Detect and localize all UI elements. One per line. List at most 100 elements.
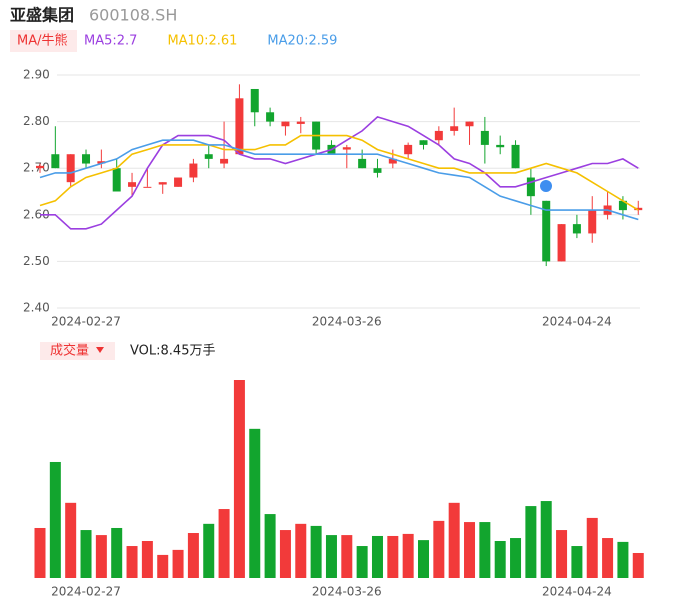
candle-body — [634, 207, 643, 211]
candle-body — [434, 130, 443, 141]
x-tick-label: 2024-04-24 — [542, 585, 612, 599]
ma-line — [40, 116, 639, 230]
volume-bar — [448, 502, 460, 578]
volume-bar — [141, 541, 153, 578]
volume-bar — [371, 535, 383, 578]
candle-body — [97, 161, 106, 164]
volume-bar — [632, 552, 644, 578]
volume-bar — [479, 522, 491, 578]
volume-bar — [494, 541, 506, 578]
volume-bar — [218, 509, 230, 578]
candle-body — [419, 140, 428, 145]
volume-bar — [325, 535, 337, 578]
candle-body — [220, 158, 229, 164]
candle-body — [588, 210, 597, 234]
candle-body — [174, 177, 183, 187]
volume-bar — [279, 530, 291, 578]
volume-bar — [310, 525, 322, 578]
volume-bar — [295, 523, 307, 578]
candle-body — [235, 98, 244, 155]
x-tick-label: 2024-02-27 — [51, 585, 121, 599]
volume-bar — [172, 549, 184, 578]
volume-bar — [464, 522, 476, 578]
candle-body — [158, 182, 167, 185]
volume-bar — [617, 541, 629, 578]
candle-body — [480, 130, 489, 145]
candle-body — [66, 154, 75, 183]
candle-body — [82, 154, 91, 164]
candle-body — [618, 200, 627, 211]
volume-bar — [387, 535, 399, 578]
candle-body — [557, 224, 566, 262]
candle-body — [143, 186, 152, 188]
candle-body — [36, 165, 44, 169]
volume-bar — [402, 533, 414, 578]
ma-line — [39, 134, 639, 211]
candle-body — [373, 168, 382, 173]
volume-bar — [418, 540, 429, 578]
volume-bar — [49, 461, 61, 578]
candle-body — [112, 168, 121, 192]
candle-body — [250, 88, 259, 113]
volume-bar — [187, 533, 199, 578]
volume-bar — [157, 554, 169, 578]
candle-body — [204, 154, 213, 159]
stock-code: 600108.SH — [89, 6, 177, 25]
candle-body — [128, 182, 137, 187]
volume-readout: VOL:8.45万手 — [130, 344, 215, 359]
volume-bar — [510, 538, 522, 578]
volume-bar — [556, 530, 568, 578]
volume-bar — [571, 546, 583, 578]
y-tick-label: 2.50 — [23, 254, 50, 268]
volume-bar — [203, 523, 215, 578]
candle-body — [296, 121, 305, 124]
candle-body — [281, 121, 290, 127]
x-tick-label: 2024-04-24 — [542, 315, 612, 329]
ma-legend: MA10:2.61 — [167, 34, 237, 49]
dropdown-arrow[interactable] — [96, 347, 104, 353]
candle-body — [572, 224, 581, 234]
ma-legend: MA5:2.7 — [84, 34, 137, 49]
volume-bar — [126, 546, 138, 578]
volume-bar — [586, 517, 598, 578]
volume-bar — [525, 506, 537, 578]
candle-body — [358, 158, 367, 169]
volume-bar — [264, 514, 276, 578]
y-tick-label: 2.40 — [23, 301, 50, 315]
event-icon — [540, 180, 552, 192]
candle-body — [542, 200, 551, 262]
candle-body — [450, 126, 459, 131]
candle-body — [526, 177, 535, 197]
candle-body — [496, 144, 505, 148]
volume-bar — [249, 428, 261, 578]
candle-body — [511, 144, 520, 169]
indicator-button-bg[interactable] — [10, 30, 77, 52]
candle-body — [404, 144, 413, 155]
ma-line — [39, 139, 639, 221]
y-tick-label: 2.80 — [23, 114, 50, 128]
volume-bar — [95, 535, 107, 578]
volume-bar — [341, 535, 353, 578]
candle-body — [189, 163, 198, 178]
volume-button[interactable]: 成交量 — [50, 343, 89, 359]
volume-bar — [433, 520, 445, 578]
volume-bar — [65, 502, 77, 578]
indicator-button[interactable]: MA/牛熊 — [17, 33, 68, 49]
x-tick-label: 2024-02-27 — [51, 315, 121, 329]
x-tick-label: 2024-03-26 — [312, 585, 382, 599]
volume-bar — [540, 501, 552, 578]
candle-body — [51, 154, 60, 169]
volume-button-bg[interactable] — [40, 342, 115, 360]
y-tick-label: 2.60 — [23, 207, 50, 221]
candle-body — [266, 112, 275, 122]
volume-bar — [111, 527, 123, 578]
x-tick-label: 2024-03-26 — [312, 315, 382, 329]
ma-legend: MA20:2.59 — [267, 34, 337, 49]
stock-name: 亚盛集团 — [10, 6, 74, 25]
candle-body — [465, 121, 474, 127]
volume-bar — [233, 380, 245, 578]
y-tick-label: 2.90 — [23, 68, 50, 82]
candle-body — [342, 147, 351, 150]
